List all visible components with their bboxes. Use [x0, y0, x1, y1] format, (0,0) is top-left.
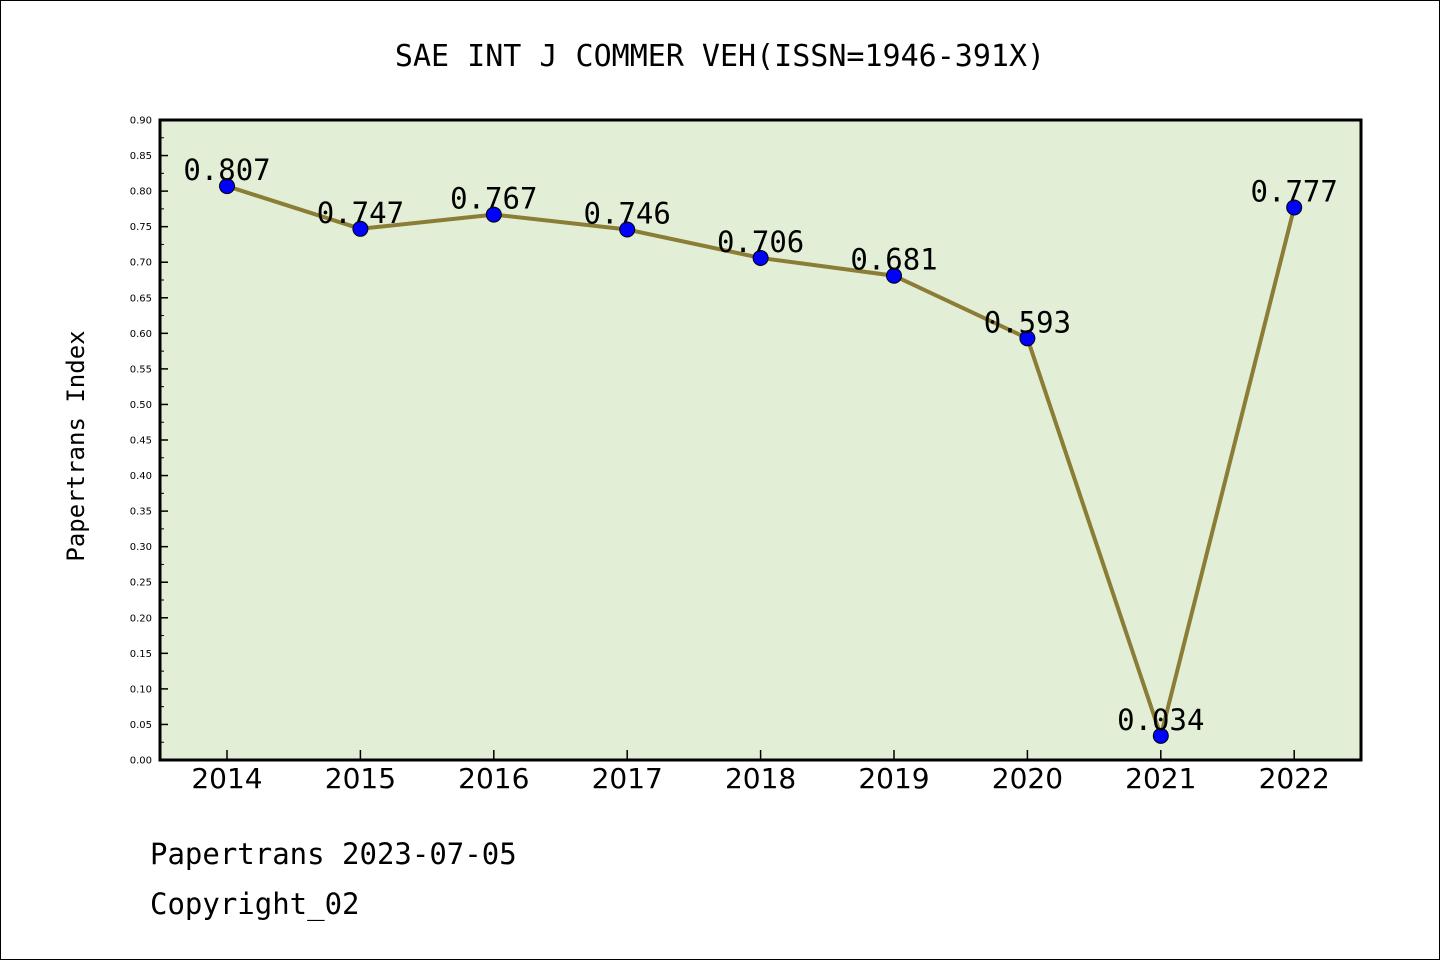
y-tick-label: 0.75 [130, 222, 152, 233]
y-tick-label: 0.40 [130, 471, 152, 482]
data-label: 0.747 [317, 196, 404, 230]
data-point [619, 221, 636, 238]
data-point [1152, 727, 1169, 744]
y-tick-label: 0.10 [130, 684, 152, 695]
y-tick-label: 0.35 [130, 507, 152, 518]
y-tick-label: 0.50 [130, 400, 152, 411]
x-tick-label: 2014 [191, 762, 262, 795]
data-point [485, 206, 502, 223]
y-axis-label: Papertrans Index [62, 330, 90, 561]
y-tick-label: 0.15 [130, 649, 152, 660]
x-tick-label: 2020 [992, 762, 1063, 795]
data-label: 0.706 [717, 225, 804, 259]
y-tick-label: 0.45 [130, 436, 152, 447]
x-tick-label: 2021 [1125, 762, 1196, 795]
data-label: 0.681 [850, 243, 937, 277]
data-labels: 0.807 0.747 0.767 0.746 0.706 0.681 0.593 0.034… [183, 153, 1338, 737]
plot-border [158, 118, 1363, 762]
y-tick-label: 0.30 [130, 542, 152, 553]
y-tick-label: 0.25 [130, 578, 152, 589]
data-label: 0.807 [183, 153, 270, 187]
y-tick-label: 0.20 [130, 613, 152, 624]
x-tick-label: 2019 [858, 762, 929, 795]
data-markers [219, 178, 1303, 744]
y-tick-label: 0.85 [130, 151, 152, 162]
y-axis-ticks: 0.00 0.05 0.10 0.15 0.20 0.25 0.30 0.35 0.40 0.45… [130, 116, 168, 767]
footer-copyright-text: Copyright_02 [150, 887, 360, 922]
x-tick-label: 2015 [325, 762, 396, 795]
y-tick-label: 0.05 [130, 720, 152, 731]
data-label: 0.767 [450, 182, 537, 216]
data-point [1019, 330, 1036, 347]
y-tick-label: 0.55 [130, 364, 152, 375]
x-tick-label: 2018 [725, 762, 796, 795]
y-tick-label: 0.90 [130, 116, 152, 127]
y-tick-label: 0.00 [130, 756, 152, 767]
x-tick-label: 2016 [458, 762, 529, 795]
x-axis-ticks: 2014 2015 2016 2017 2018 2019 2020 2021 2022 [191, 750, 1330, 795]
footer-date-text: Papertrans 2023-07-05 [150, 837, 517, 871]
data-label: 0.746 [584, 197, 671, 231]
data-point [886, 267, 902, 284]
chart-title: SAE INT J COMMER VEH(ISSN=1946-391X) [395, 39, 1045, 74]
x-tick-label: 2017 [592, 762, 663, 795]
y-tick-label: 0.80 [130, 187, 152, 198]
data-label: 0.777 [1251, 174, 1338, 208]
data-label: 0.034 [1117, 703, 1204, 737]
y-tick-label: 0.65 [130, 293, 152, 304]
data-point [219, 178, 235, 195]
data-point [352, 220, 369, 237]
data-point [1286, 199, 1303, 216]
data-point [752, 249, 769, 266]
y-tick-label: 0.70 [130, 258, 152, 269]
y-tick-label: 0.60 [130, 329, 152, 340]
x-tick-label: 2022 [1259, 762, 1330, 795]
data-label: 0.593 [984, 305, 1071, 339]
